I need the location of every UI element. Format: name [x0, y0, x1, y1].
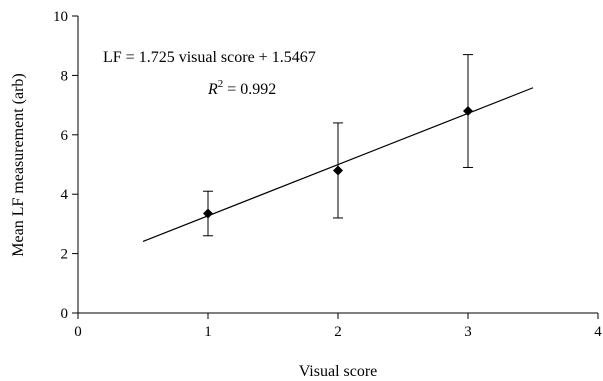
y-tick-label: 4: [61, 187, 69, 203]
r-exponent: 2: [218, 78, 224, 90]
data-point: [203, 190, 213, 237]
y-tick-label: 6: [61, 128, 69, 144]
diamond-marker: [203, 208, 213, 219]
x-tick-label: 0: [74, 324, 82, 340]
x-tick-label: 2: [334, 324, 342, 340]
y-tick-label: 8: [61, 68, 69, 84]
y-ticks: 0 2 4 6 8 10: [53, 9, 78, 322]
r-symbol: R: [207, 81, 218, 98]
y-tick-label: 0: [61, 306, 69, 322]
y-tick-label: 2: [61, 247, 69, 263]
y-axis-title: Mean LF measurement (arb): [10, 73, 27, 256]
x-tick-label: 4: [594, 324, 602, 340]
data-points: [203, 54, 473, 237]
y-tick-label: 10: [53, 9, 68, 25]
data-point: [333, 122, 343, 219]
r-squared-label: R2 = 0.992: [207, 78, 276, 98]
x-tick-label: 3: [464, 324, 472, 340]
x-ticks: 0 1 2 3 4: [74, 313, 602, 340]
equation-label: LF = 1.725 visual score + 1.5467: [103, 49, 316, 66]
diamond-marker: [333, 165, 343, 176]
x-axis-title: Visual score: [299, 363, 378, 380]
r-value: = 0.992: [223, 81, 276, 98]
diamond-marker: [463, 106, 473, 117]
data-point: [463, 54, 473, 168]
x-tick-label: 1: [204, 324, 212, 340]
